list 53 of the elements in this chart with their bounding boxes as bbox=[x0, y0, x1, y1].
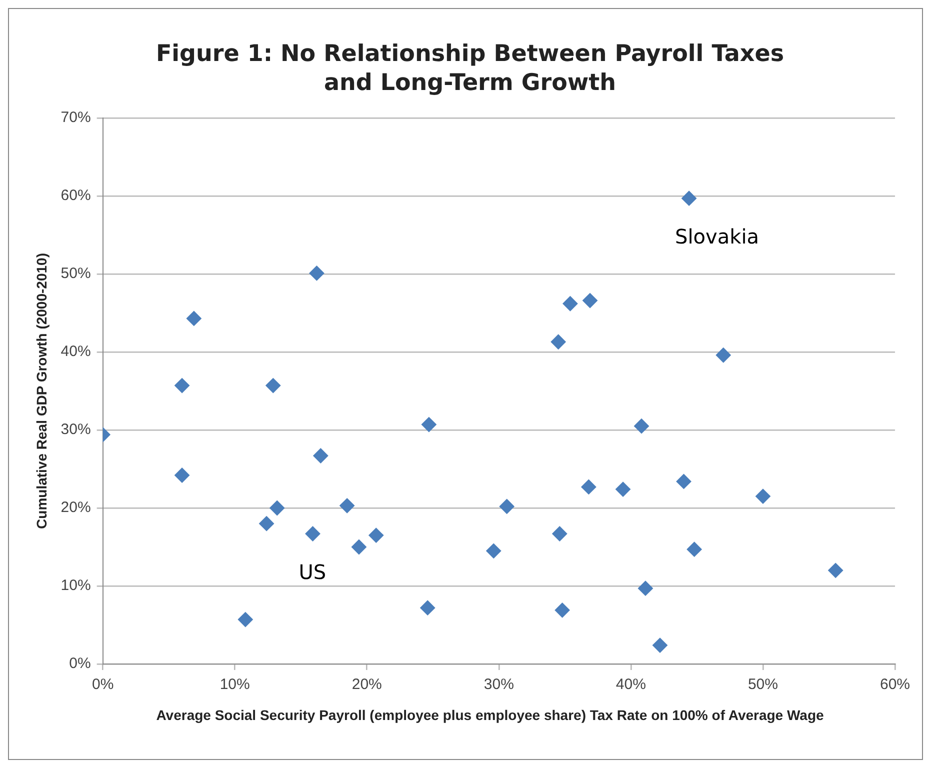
point bbox=[266, 378, 281, 394]
x-tick-label: 50% bbox=[748, 676, 778, 694]
y-tick-label: 0% bbox=[69, 655, 91, 672]
point bbox=[582, 293, 598, 308]
point bbox=[552, 526, 568, 542]
point bbox=[499, 498, 514, 514]
point bbox=[554, 602, 570, 618]
point bbox=[686, 542, 702, 557]
point bbox=[421, 417, 436, 432]
point bbox=[174, 378, 190, 394]
x-tick-label: 30% bbox=[484, 676, 514, 694]
point bbox=[420, 600, 436, 616]
point bbox=[550, 334, 566, 350]
point bbox=[486, 543, 502, 558]
point bbox=[368, 528, 384, 543]
y-tick-label: 20% bbox=[60, 499, 91, 516]
point bbox=[270, 500, 285, 516]
point bbox=[174, 468, 190, 483]
y-axis-title: Cumulative Real GDP Growth (2000-2010) bbox=[33, 253, 50, 529]
point bbox=[309, 266, 324, 281]
point bbox=[305, 526, 320, 542]
point bbox=[351, 540, 366, 554]
x-tick-label: 10% bbox=[220, 676, 250, 694]
x-axis-title: Average Social Security Payroll (employee plus employee share) Tax Rate on 100% of Average Wage bbox=[155, 706, 825, 725]
x-tick-label: 60% bbox=[880, 676, 910, 694]
x-tick-label: 0% bbox=[92, 676, 114, 694]
point bbox=[716, 348, 731, 363]
point bbox=[259, 516, 274, 532]
point bbox=[652, 638, 668, 653]
y-tick-label: 40% bbox=[60, 343, 91, 360]
annotation: US bbox=[298, 560, 326, 584]
point bbox=[828, 562, 844, 578]
y-tick-label: 70% bbox=[60, 109, 91, 126]
point bbox=[313, 448, 328, 464]
y-tick-label: 60% bbox=[60, 187, 91, 204]
point bbox=[682, 190, 697, 206]
point bbox=[676, 474, 692, 489]
point bbox=[755, 488, 770, 504]
x-tick-label: 20% bbox=[352, 676, 382, 694]
y-tick-label: 50% bbox=[60, 265, 91, 282]
point bbox=[238, 612, 253, 628]
annotation: Slovakia bbox=[675, 224, 760, 249]
y-tick-label: 30% bbox=[60, 421, 91, 438]
point bbox=[562, 296, 578, 312]
point bbox=[186, 310, 202, 326]
point bbox=[581, 479, 596, 494]
point bbox=[616, 482, 631, 497]
x-tick-label: 40% bbox=[616, 676, 646, 694]
y-tick-label: 10% bbox=[60, 577, 91, 594]
point bbox=[340, 498, 355, 514]
chart-title: Figure 1: No Relationship Between Payroll Taxes and Long-Term Growth bbox=[154, 40, 786, 98]
point bbox=[634, 418, 650, 434]
point bbox=[638, 580, 653, 596]
